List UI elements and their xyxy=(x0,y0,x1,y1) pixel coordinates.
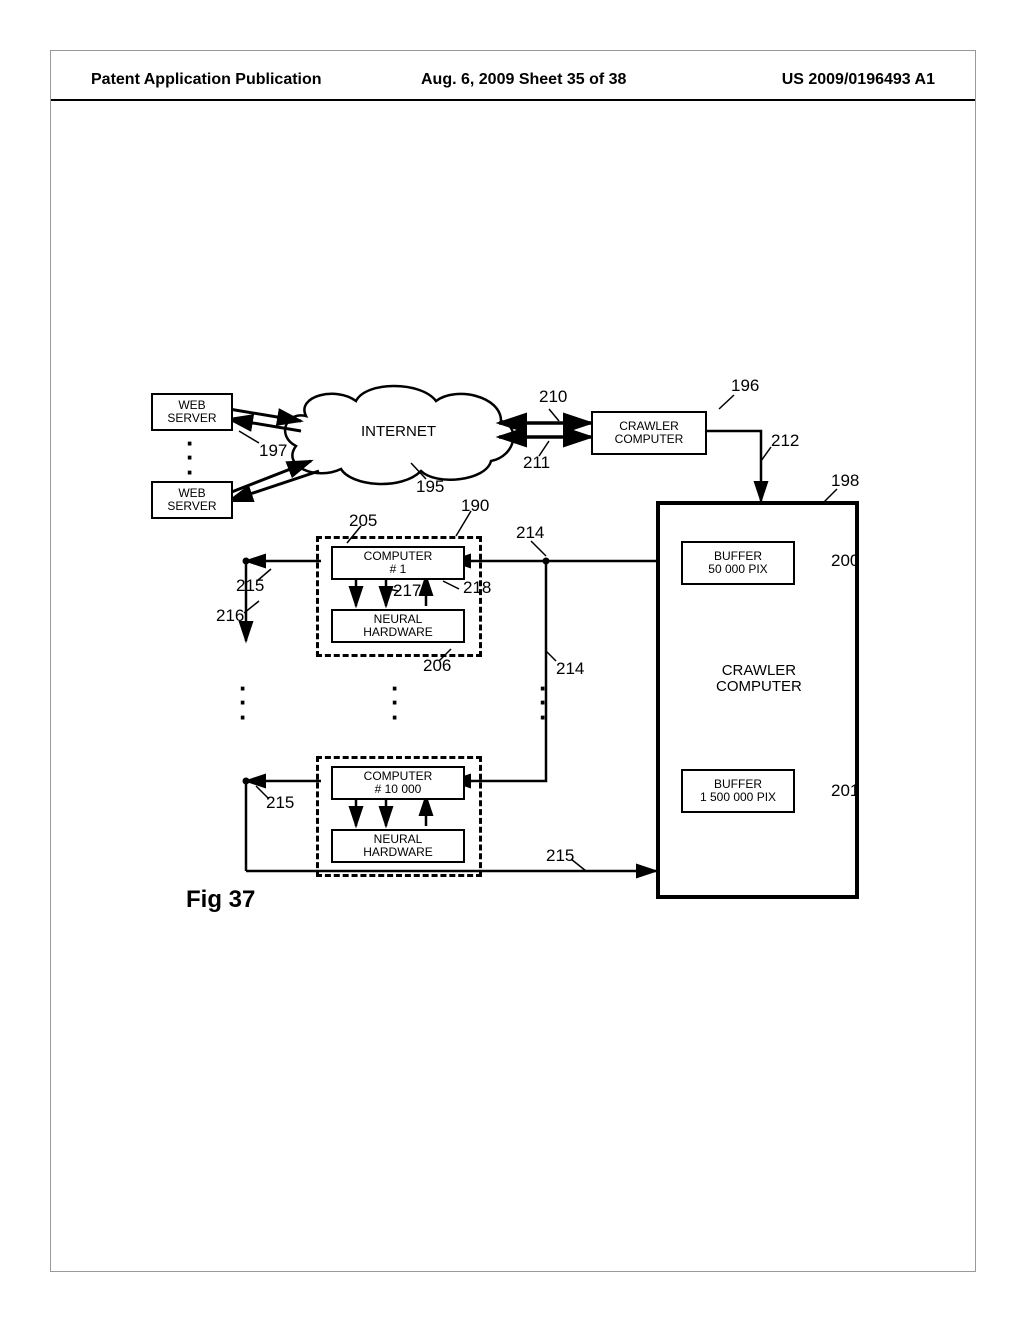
node-neural-1: NEURALHARDWARE xyxy=(331,609,465,643)
ref-214b: 214 xyxy=(556,659,584,679)
node-buffer-1: BUFFER50 000 PIX xyxy=(681,541,795,585)
buffer-1-label: BUFFER50 000 PIX xyxy=(708,550,767,575)
neural-n-label: NEURALHARDWARE xyxy=(363,833,433,858)
ref-195: 195 xyxy=(416,477,444,497)
ref-214a: 214 xyxy=(516,523,544,543)
ref-212: 212 xyxy=(771,431,799,451)
header: Patent Application Publication Aug. 6, 2… xyxy=(51,69,975,101)
node-neural-n: NEURALHARDWARE xyxy=(331,829,465,863)
neural-1-label: NEURALHARDWARE xyxy=(363,613,433,638)
ref-215c: 215 xyxy=(546,846,574,866)
node-computer-n: COMPUTER# 10 000 xyxy=(331,766,465,800)
vdots-2: ··· xyxy=(391,681,400,724)
crawler-main-label: CRAWLERCOMPUTER xyxy=(716,663,802,695)
ref-196: 196 xyxy=(731,376,759,396)
vdots-3: ··· xyxy=(539,681,548,724)
ref-190: 190 xyxy=(461,496,489,516)
ref-216: 216 xyxy=(216,606,244,626)
web-server-2-label: WEBSERVER xyxy=(167,487,216,512)
node-buffer-2: BUFFER1 500 000 PIX xyxy=(681,769,795,813)
computer-n-label: COMPUTER# 10 000 xyxy=(364,770,433,795)
ref-197: 197 xyxy=(259,441,287,461)
ref-215b: 215 xyxy=(266,793,294,813)
buffer-2-label: BUFFER1 500 000 PIX xyxy=(700,778,776,803)
diagram-fig-37: WEBSERVER WEBSERVER ··· INTERNET CRAWLER… xyxy=(151,381,871,921)
ref-198: 198 xyxy=(831,471,859,491)
ref-210: 210 xyxy=(539,387,567,407)
vdots-1: ··· xyxy=(186,436,195,479)
crawler-top-label: CRAWLERCOMPUTER xyxy=(615,420,684,445)
ref-217: 217 xyxy=(393,581,421,601)
vdots-4: ··· xyxy=(239,681,248,724)
header-left: Patent Application Publication xyxy=(91,71,322,89)
header-center: Aug. 6, 2009 Sheet 35 of 38 xyxy=(421,71,626,89)
ref-206: 206 xyxy=(423,656,451,676)
page-frame: Patent Application Publication Aug. 6, 2… xyxy=(50,50,976,1272)
header-right: US 2009/0196493 A1 xyxy=(782,71,935,89)
ref-201: 201 xyxy=(831,781,859,801)
ref-218: 218 xyxy=(463,578,491,598)
ref-211: 211 xyxy=(523,453,550,473)
node-computer-1: COMPUTER# 1 xyxy=(331,546,465,580)
node-web-server-2: WEBSERVER xyxy=(151,481,233,519)
internet-label: INTERNET xyxy=(361,423,436,440)
ref-205: 205 xyxy=(349,511,377,531)
node-web-server-1: WEBSERVER xyxy=(151,393,233,431)
ref-200: 200 xyxy=(831,551,859,571)
node-crawler-top: CRAWLERCOMPUTER xyxy=(591,411,707,455)
ref-215a: 215 xyxy=(236,576,264,596)
figure-label: Fig 37 xyxy=(186,886,255,914)
computer-1-label: COMPUTER# 1 xyxy=(364,550,433,575)
web-server-1-label: WEBSERVER xyxy=(167,399,216,424)
